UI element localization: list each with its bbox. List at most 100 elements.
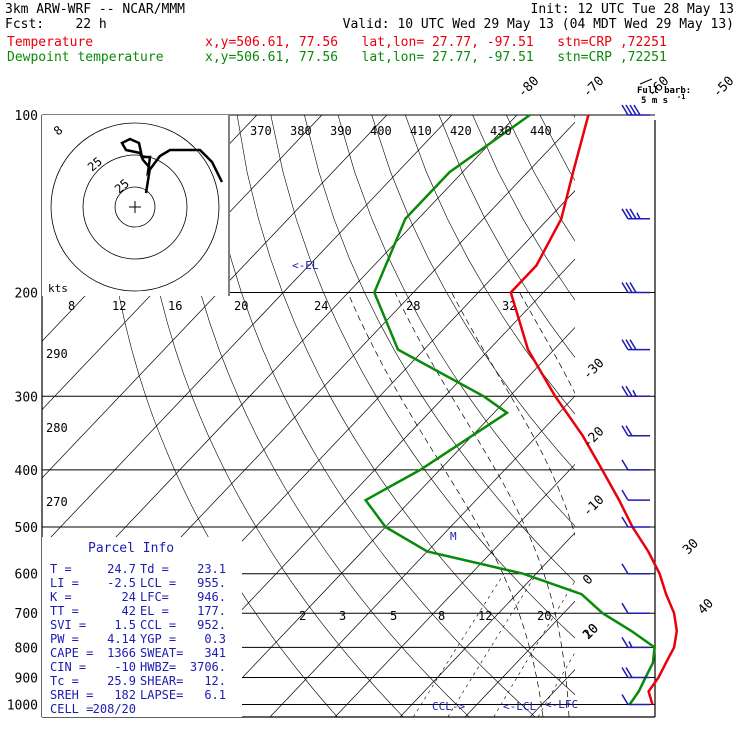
speed-scale-label: 20	[234, 299, 248, 313]
moist-adiabat-line	[394, 292, 570, 717]
parcel-info-label: SWEAT=	[140, 646, 183, 660]
theta-left-label: 290	[46, 347, 68, 361]
dry-adiabat-line	[203, 115, 536, 717]
isotherm-line	[42, 115, 453, 547]
parcel-info-value: 25.9	[107, 674, 136, 688]
theta-label: 410	[410, 124, 432, 138]
wind-barb-flag	[621, 636, 629, 648]
parcel-info-value: 42	[122, 604, 136, 618]
pressure-tick-label: 500	[15, 521, 38, 536]
valid-time: Valid: 10 UTC Wed 29 May 13 (04 MDT Wed …	[342, 17, 734, 32]
hodograph-ring	[82, 154, 188, 260]
parcel-info-value: 3706.	[190, 660, 226, 674]
theta-label: 390	[330, 124, 352, 138]
lfc-marker: <-LFC	[545, 698, 578, 711]
pressure-tick-label: 700	[15, 607, 38, 622]
parcel-info-label: CCL =	[140, 618, 176, 632]
parcel-info-value: -10	[114, 660, 136, 674]
parcel-info-label: LI =	[50, 576, 79, 590]
full-barb-unit: 5 m s	[641, 96, 668, 106]
isotherm-line	[595, 115, 740, 717]
dry-adiabat-line	[641, 115, 740, 717]
lcl-marker: <-LCL	[503, 700, 536, 713]
hodograph-background	[42, 115, 230, 296]
dry-adiabat-line	[236, 115, 575, 695]
parcel-info-label: YGP =	[140, 632, 176, 646]
dry-adiabat-line	[270, 115, 575, 639]
isotherm-label: 30	[680, 536, 702, 558]
kts-label: kts	[48, 282, 68, 295]
wind-barb-flag	[629, 339, 637, 350]
speed-scale-label: 24	[314, 299, 328, 313]
pressure-tick-label: 600	[15, 568, 38, 583]
parcel-info-value: 955.	[197, 576, 226, 590]
full-barb-key: Full barb: 5 m s -1	[637, 78, 691, 106]
mixing-ratio-label: 3	[339, 609, 346, 623]
isotherm-label: -30	[580, 356, 607, 383]
legend-dewpoint-name: Dewpoint temperature	[7, 50, 164, 65]
isotherm-label: -20	[580, 424, 607, 451]
pressure-tick-label: 400	[15, 464, 38, 479]
parcel-info-value: 182	[114, 688, 136, 702]
pressure-tick-label: 200	[15, 286, 38, 301]
isotherm-line	[725, 115, 740, 717]
speed-scale-label: 28	[406, 299, 420, 313]
parcel-info-label: CAPE =	[50, 646, 93, 660]
isotherm-line	[42, 115, 518, 616]
dry-adiabat-line	[708, 115, 740, 717]
wind-barb-flag	[621, 489, 629, 501]
speed-scale-label: 8	[68, 299, 75, 313]
wind-barb-flag	[621, 694, 629, 705]
wind-barb-flag	[621, 104, 629, 116]
isotherm-line	[464, 600, 575, 717]
parcel-info-label: Td =	[140, 562, 169, 576]
mixing-ratio-line	[537, 651, 575, 717]
mixing-ratio-label: 5	[390, 609, 397, 623]
wind-barb-flag	[629, 208, 637, 220]
parcel-info-value: 23.1	[197, 562, 226, 576]
pressure-tick-label: 1000	[7, 699, 38, 714]
wind-barb-flag	[625, 385, 633, 397]
isotherm-label: 40	[695, 596, 717, 618]
wind-barb-flag	[621, 516, 629, 528]
parcel-info-value: 24	[122, 590, 136, 604]
parcel-info-label: T =	[50, 562, 72, 576]
parcel-info-label: SREH =	[50, 688, 93, 702]
theta-label: 440	[530, 124, 552, 138]
isotherm-label: -80	[515, 74, 542, 101]
wind-barb-flag	[621, 459, 629, 471]
isotherm-label: -70	[580, 74, 607, 101]
wind-barb-flag	[621, 385, 629, 397]
wind-barb-flag	[621, 667, 629, 678]
speed-scale-label: 16	[168, 299, 182, 313]
dry-adiabat-line	[169, 115, 470, 717]
wind-barb-flag	[621, 563, 629, 575]
isotherm-line	[42, 115, 388, 479]
parcel-info-label: CIN =	[50, 660, 86, 674]
legend-dewpoint-location: x,y=506.61, 77.56 lat,lon= 27.77, -97.51…	[205, 50, 667, 65]
mixing-ratio-line	[447, 573, 537, 717]
full-barb-sample-icon	[639, 78, 653, 85]
parcel-info-label: TT =	[50, 604, 79, 618]
moist-adiabat-line	[673, 293, 707, 718]
legend-temperature-location: x,y=506.61, 77.56 lat,lon= 27.77, -97.51…	[205, 35, 667, 50]
parcel-info-label: EL =	[140, 604, 169, 618]
mixing-ratio-label: 2	[299, 609, 306, 623]
theta-label: 430	[490, 124, 512, 138]
parcel-info-value: 208/20	[93, 702, 136, 716]
parcel-info-label: LFC=	[140, 590, 169, 604]
mixing-ratio-line	[493, 580, 575, 717]
moist-adiabat-line	[451, 292, 575, 537]
isotherm-line	[204, 327, 575, 717]
init-time: Init: 12 UTC Tue 28 May 13	[530, 2, 735, 17]
parcel-info-value: 24.7	[107, 562, 136, 576]
parcel-info-value: 6.1	[204, 688, 226, 702]
parcel-info-label: PW =	[50, 632, 79, 646]
mixing-ratio-line	[413, 573, 505, 717]
parcel-info-label: SHEAR=	[140, 674, 183, 688]
parcel-info-value: 341	[204, 646, 226, 660]
parcel-info-title: Parcel Info	[88, 541, 174, 556]
pressure-tick-label: 300	[15, 390, 38, 405]
